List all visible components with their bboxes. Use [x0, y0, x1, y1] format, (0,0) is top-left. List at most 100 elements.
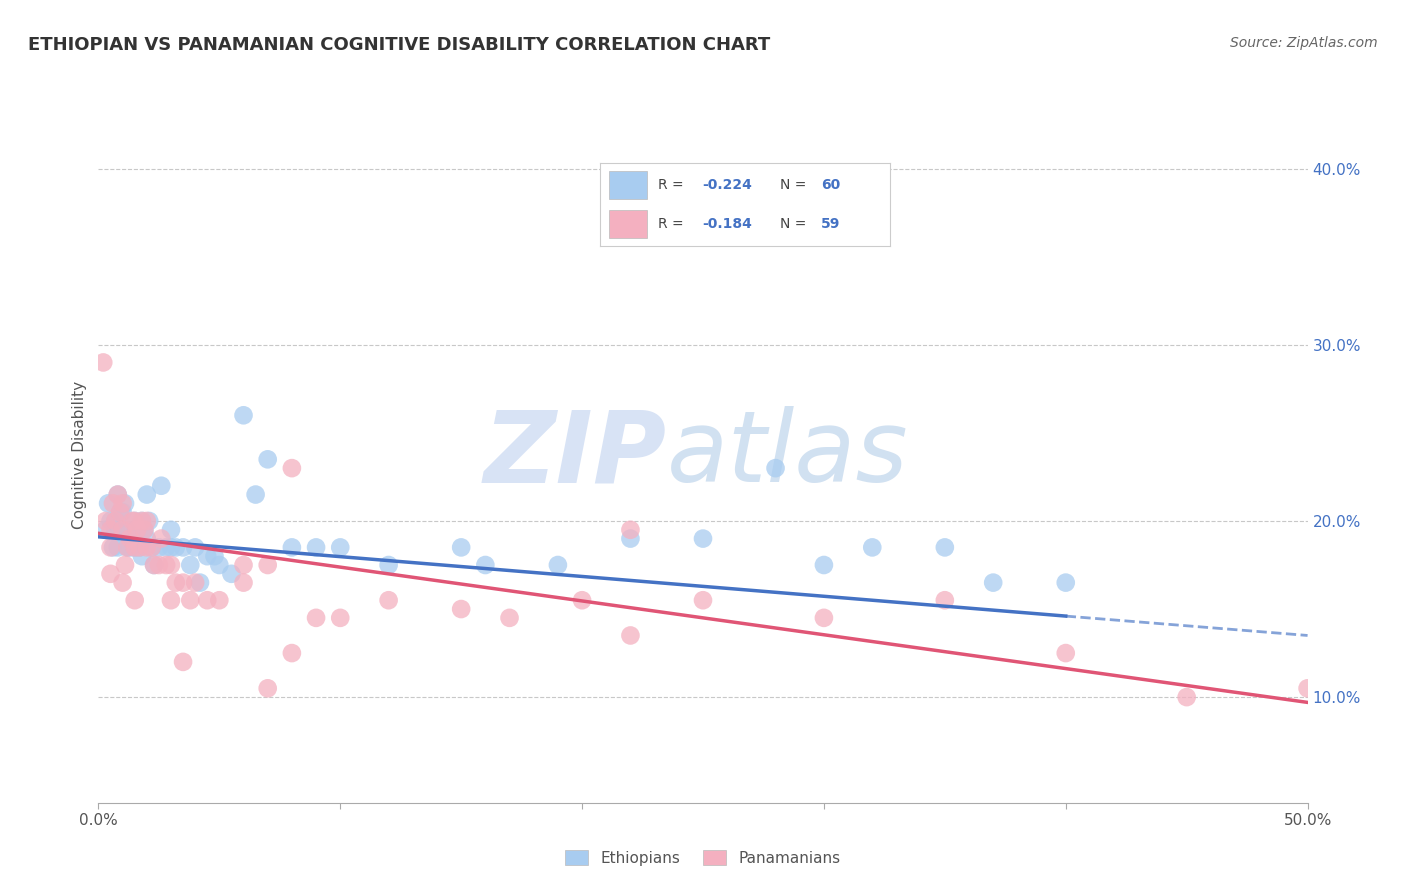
Point — [305, 541, 328, 555]
Point — [934, 593, 956, 607]
Point — [160, 593, 183, 607]
Point — [232, 409, 254, 423]
Point — [148, 541, 170, 555]
Point — [184, 541, 207, 555]
Point — [121, 514, 143, 528]
Text: ZIP: ZIP — [484, 407, 666, 503]
Point — [256, 452, 278, 467]
Point — [165, 575, 187, 590]
Point — [118, 532, 141, 546]
Point — [813, 558, 835, 572]
Point — [100, 523, 122, 537]
Point — [124, 514, 146, 528]
Point — [208, 558, 231, 572]
Point — [117, 541, 139, 555]
Point — [329, 611, 352, 625]
Point — [135, 487, 157, 501]
Point — [138, 514, 160, 528]
Point — [256, 558, 278, 572]
Point — [124, 514, 146, 528]
Point — [107, 487, 129, 501]
Point — [121, 532, 143, 546]
Text: atlas: atlas — [666, 407, 908, 503]
Point — [281, 646, 304, 660]
Point — [134, 523, 156, 537]
Point — [160, 558, 183, 572]
Point — [547, 558, 569, 572]
Point — [127, 523, 149, 537]
Point — [619, 628, 641, 642]
Point — [124, 593, 146, 607]
Point — [1296, 681, 1319, 696]
Point — [981, 575, 1004, 590]
Point — [155, 541, 177, 555]
Point — [104, 514, 127, 528]
Point — [1175, 690, 1198, 705]
Point — [131, 549, 153, 564]
Point — [111, 523, 134, 537]
Point — [765, 461, 787, 475]
Point — [104, 514, 127, 528]
Point — [108, 505, 131, 519]
Y-axis label: Cognitive Disability: Cognitive Disability — [72, 381, 87, 529]
Point — [450, 541, 472, 555]
Point — [97, 496, 120, 510]
Point — [619, 523, 641, 537]
Point — [195, 549, 218, 564]
Point — [150, 479, 173, 493]
Point — [208, 593, 231, 607]
Point — [128, 541, 150, 555]
Point — [108, 505, 131, 519]
Point — [141, 541, 163, 555]
Point — [94, 514, 117, 528]
Point — [111, 505, 134, 519]
Point — [94, 523, 117, 537]
Point — [281, 461, 304, 475]
Point — [124, 541, 146, 555]
Point — [117, 541, 139, 555]
Point — [245, 487, 267, 501]
Point — [195, 593, 218, 607]
Point — [118, 541, 141, 555]
Point — [377, 593, 399, 607]
Point — [150, 532, 173, 546]
Point — [100, 514, 122, 528]
Point — [329, 541, 352, 555]
Point — [232, 558, 254, 572]
Point — [135, 514, 157, 528]
Point — [135, 532, 157, 546]
Point — [692, 593, 714, 607]
Point — [204, 549, 226, 564]
Point — [179, 593, 201, 607]
Point — [117, 523, 139, 537]
Point — [128, 541, 150, 555]
Point — [184, 575, 207, 590]
Point — [101, 496, 124, 510]
Point — [172, 655, 194, 669]
Point — [91, 355, 114, 369]
Point — [571, 593, 593, 607]
Point — [143, 558, 166, 572]
Point — [101, 541, 124, 555]
Point — [692, 532, 714, 546]
Point — [179, 558, 201, 572]
Point — [160, 541, 183, 555]
Point — [131, 514, 153, 528]
Point — [127, 523, 149, 537]
Point — [860, 541, 883, 555]
Point — [188, 575, 211, 590]
Point — [305, 611, 328, 625]
Point — [104, 523, 127, 537]
Point — [498, 611, 520, 625]
Point — [377, 558, 399, 572]
Point — [813, 611, 835, 625]
Point — [1054, 575, 1077, 590]
Point — [100, 541, 122, 555]
Point — [172, 575, 194, 590]
Point — [155, 558, 177, 572]
Point — [172, 541, 194, 555]
Point — [131, 514, 153, 528]
Point — [135, 541, 157, 555]
Point — [221, 566, 243, 581]
Point — [114, 496, 136, 510]
